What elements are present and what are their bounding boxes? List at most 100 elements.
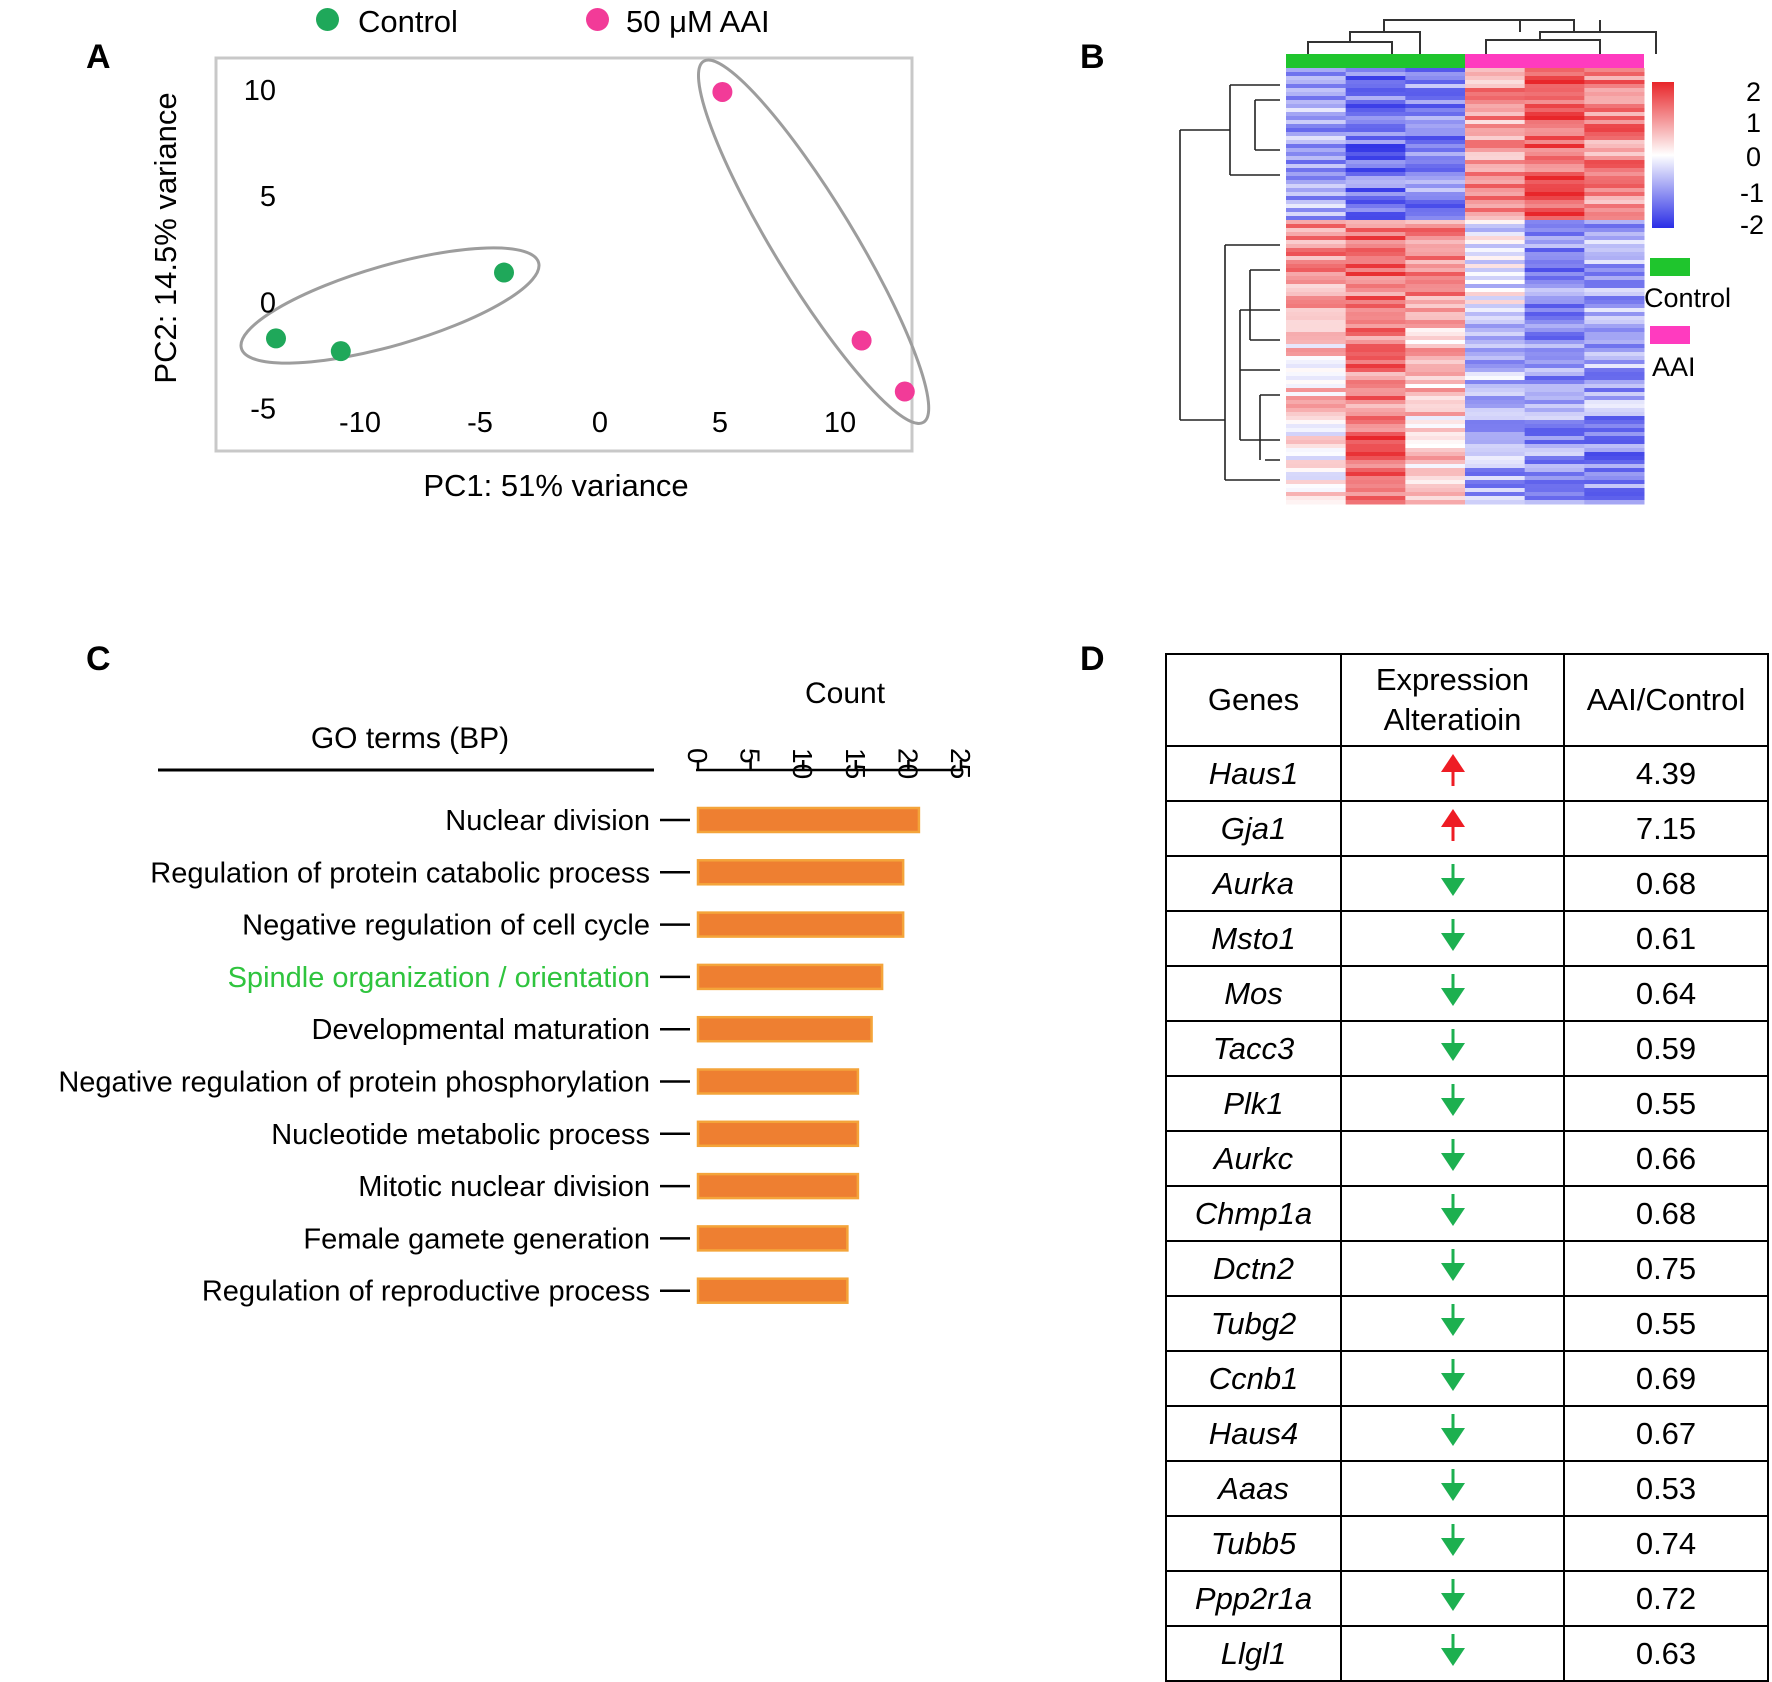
heatmap-cell [1345,224,1406,229]
heatmap-cell [1584,244,1645,249]
heatmap-cell [1584,128,1645,133]
heatmap-cell [1465,308,1526,313]
heatmap-cell [1524,392,1585,397]
ratio-value: 0.72 [1563,1570,1769,1627]
heatmap-cell [1345,268,1406,273]
heatmap-cell [1524,396,1585,401]
heatmap-cell [1286,204,1347,209]
heatmap-cell [1286,268,1347,273]
heatmap-cell [1465,316,1526,321]
down-arrow-icon [1440,1303,1465,1336]
heatmap-cell [1286,232,1347,237]
heatmap-cell [1524,440,1585,445]
heatmap-cell [1345,376,1406,381]
heatmap-cell [1345,240,1406,245]
heatmap-cell [1286,164,1347,169]
heatmap-cell [1465,444,1526,449]
heatmap-cell [1524,256,1585,261]
heatmap-cell [1286,152,1347,157]
table-row: Tubb5 0.74 [1165,1515,1769,1572]
heatmap-cell [1524,108,1585,113]
heatmap-cell [1584,480,1645,485]
heatmap-cell [1584,452,1645,457]
heatmap-cell [1405,312,1466,317]
heatmap-cell [1286,80,1347,85]
heatmap-cell [1286,412,1347,417]
heatmap-cell [1584,392,1645,397]
heatmap-cell [1286,444,1347,449]
heatmap-cell [1584,420,1645,425]
heatmap-cell [1524,172,1585,177]
heatmap-cell [1286,200,1347,205]
heatmap-cell [1345,72,1406,77]
go-term-label: Developmental maturation [311,1014,650,1046]
heatmap-cell [1524,364,1585,369]
heatmap-cell [1286,460,1347,465]
heatmap-legend-control-swatch [1650,258,1690,276]
heatmap-cell [1405,460,1466,465]
heatmap-cell [1286,376,1347,381]
heatmap-cell [1584,224,1645,229]
heatmap-cell [1524,496,1585,501]
heatmap-cell [1286,344,1347,349]
heatmap-cell [1524,160,1585,165]
heatmap-cell [1465,348,1526,353]
go-term-bar [696,1225,849,1252]
go-term-label: Negative regulation of protein phosphory… [58,1067,650,1099]
up-arrow-icon [1440,753,1465,786]
heatmap-cell [1345,204,1406,209]
heatmap-cell [1405,420,1466,425]
heatmap-cell [1524,124,1585,129]
heatmap-cell [1524,316,1585,321]
heatmap-cell [1524,292,1585,297]
heatmap-cell [1465,456,1526,461]
expression-cell [1340,1570,1565,1627]
heatmap-cell [1465,396,1526,401]
heatmap-cell [1405,184,1466,189]
heatmap-cell [1584,440,1645,445]
heatmap-cell [1345,188,1406,193]
heatmap-cell [1405,492,1466,497]
pca-x-axis-label: PC1: 51% variance [423,468,688,503]
heatmap-cell [1345,276,1406,281]
heatmap-cell [1584,176,1645,181]
heatmap-cell [1345,316,1406,321]
heatmap-cell [1524,404,1585,409]
heatmap-cell [1345,136,1406,141]
heatmap-cell [1286,100,1347,105]
pca-x-tick-label: 5 [712,407,728,439]
heatmap-cell [1345,68,1406,73]
ratio-value: 0.55 [1563,1075,1769,1132]
heatmap-cell [1405,396,1466,401]
heatmap-cell [1465,84,1526,89]
gene-name: Haus4 [1165,1405,1342,1462]
heatmap-cell [1465,72,1526,77]
heatmap-cell [1465,248,1526,253]
ratio-value: 0.68 [1563,855,1769,912]
heatmap-cell [1345,88,1406,93]
heatmap-cell [1345,372,1406,377]
heatmap-cell [1524,264,1585,269]
heatmap-cell [1465,380,1526,385]
heatmap-cell [1584,208,1645,213]
heatmap-cell [1286,104,1347,109]
heatmap-cell [1584,264,1645,269]
heatmap-cell [1465,416,1526,421]
heatmap-cell [1286,480,1347,485]
heatmap-cell [1405,256,1466,261]
heatmap-cell [1584,88,1645,93]
heatmap-cell [1465,448,1526,453]
heatmap-cell [1345,104,1406,109]
heatmap-cell [1405,424,1466,429]
heatmap-cell [1286,464,1347,469]
heatmap-cell [1465,116,1526,121]
heatmap-cell [1465,76,1526,81]
go-term-bar [696,1277,849,1304]
heatmap-cell [1405,156,1466,161]
heatmap-cell [1465,200,1526,205]
table-row: Chmp1a 0.68 [1165,1185,1769,1242]
heatmap-cell [1584,324,1645,329]
heatmap-cell [1524,308,1585,313]
down-arrow-icon [1440,1358,1465,1391]
heatmap-cell [1286,400,1347,405]
